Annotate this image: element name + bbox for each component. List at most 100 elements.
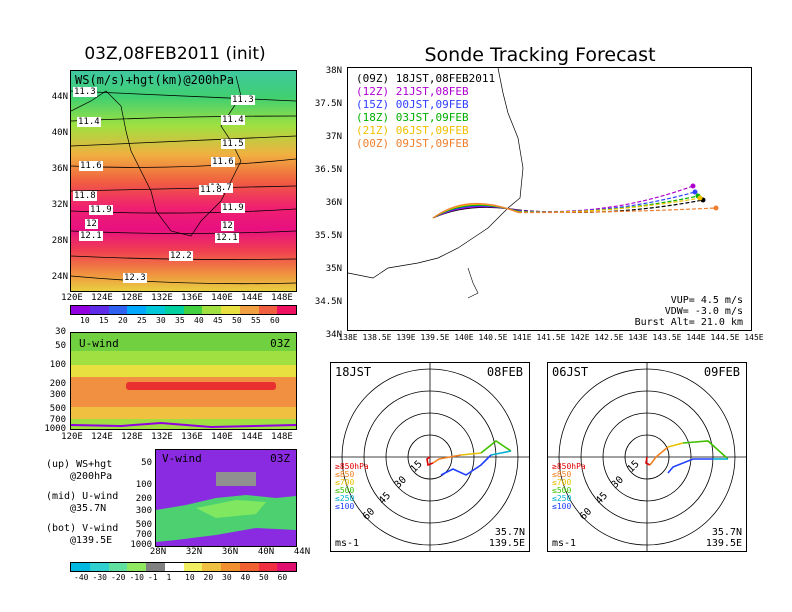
uwind-time: 03Z xyxy=(270,337,290,350)
colorbar-swatch xyxy=(108,563,128,571)
uwind-x-tick: 144E xyxy=(241,432,263,442)
sonde-track-descent xyxy=(517,197,701,213)
uwind-y-tick: 700 xyxy=(49,415,66,425)
burst-text: Burst Alt= 21.0 km xyxy=(634,317,743,328)
contour-label: 11.9 xyxy=(221,203,245,213)
contour-label: 11.6 xyxy=(79,161,103,171)
colorbar-tick: 50 xyxy=(259,573,269,582)
colorbar-swatch xyxy=(183,563,203,571)
tracking-lat-tick: 34.5N xyxy=(314,297,342,307)
colorbar-swatch xyxy=(146,306,165,314)
colorbar-swatch xyxy=(202,563,221,571)
hodograph-trace xyxy=(667,442,684,448)
tracking-lon-tick: 138E xyxy=(338,333,358,342)
lat-tick: 36N xyxy=(51,164,68,174)
lon-tick: 136E xyxy=(181,293,203,303)
colorbar-swatch xyxy=(146,563,165,571)
hodograph-level: ≥850hPa xyxy=(552,462,586,471)
tracking-svg xyxy=(348,68,719,299)
tracking-lon-tick: 142E xyxy=(570,333,590,342)
track-legend: (09Z) 18JST,08FEB2011 (12Z) 21JST,08FEB (1… xyxy=(356,72,495,150)
colorbar-tick: 35 xyxy=(175,316,185,325)
colorbar-tick: 45 xyxy=(213,316,223,325)
map-label: WS(m/s)+hgt(km)@200hPa xyxy=(75,73,234,87)
vwind-y-tick: 1000 xyxy=(130,540,152,550)
colorbar-swatch xyxy=(183,306,203,314)
colorbar-swatch xyxy=(239,306,259,314)
hodo-right-lat: 35.7N xyxy=(711,527,742,538)
hodo-left-lat: 35.7N xyxy=(494,527,525,538)
tracking-title: Sonde Tracking Forecast xyxy=(424,44,656,66)
lat-tick: 44N xyxy=(51,92,68,102)
landing-point xyxy=(713,205,719,211)
track-legend-item: (09Z) 18JST,08FEB2011 xyxy=(356,72,496,85)
colorbar-tick: 25 xyxy=(137,316,147,325)
hodograph-ring-label: 15 xyxy=(626,459,642,475)
tracking-lat-tick: 34N xyxy=(325,330,342,340)
hodo-right-date: 09FEB xyxy=(703,365,740,379)
note-bot-1: (bot) V-wind xyxy=(46,523,119,534)
vwind-x-tick: 44N xyxy=(293,547,311,557)
ws-colorbar xyxy=(70,305,297,315)
hodo-left-date: 08FEB xyxy=(486,365,523,379)
track-legend-item: (12Z) 21JST,08FEB xyxy=(356,85,469,98)
balloon-params: VUP= 4.5 m/s VDW= -3.0 m/s Burst Alt= 21… xyxy=(635,295,743,328)
hodo-right-legend: ≥850hPa ≤850 ≤700 ≤500 ≤250 ≤100 xyxy=(552,463,586,511)
hodograph-ring-label: 15 xyxy=(409,459,425,475)
colorbar-tick: 20 xyxy=(118,316,128,325)
hodograph-left: 15 30 45 60 18JST 08FEB ms-1 35.7N 139.5E ≥… xyxy=(330,362,530,552)
colorbar-swatch xyxy=(71,563,90,571)
colorbar-swatch xyxy=(221,563,240,571)
hodograph-level: ≤850 xyxy=(335,470,355,479)
colorbar-tick: 30 xyxy=(156,316,166,325)
hodograph-level: ≤250 xyxy=(335,494,355,503)
hodograph-level: ≤700 xyxy=(335,478,355,487)
colorbar-tick: 40 xyxy=(240,573,251,582)
track-legend-item: (00Z) 09JST,09FEB xyxy=(356,137,469,150)
tracking-lat-tick: 35.5N xyxy=(314,231,342,241)
colorbar-tick: 1 xyxy=(166,573,172,582)
colorbar-tick: 40 xyxy=(194,316,204,325)
colorbar-tick: 55 xyxy=(251,316,261,325)
uwind-label: U-wind xyxy=(79,337,119,350)
colorbar-swatch xyxy=(258,306,278,314)
uwind-x-tick: 132E xyxy=(151,432,173,442)
vwind-y-tick: 50 xyxy=(141,458,152,468)
colorbar-tick: 60 xyxy=(277,573,288,582)
colorbar-swatch xyxy=(164,563,184,571)
hodograph-trace xyxy=(440,454,492,476)
tracking-lat-tick: 37.5N xyxy=(314,99,342,109)
track-legend-item: (21Z) 06JST,09FEB xyxy=(356,124,469,137)
wind-colorbar xyxy=(70,562,297,572)
vwind-time: 03Z xyxy=(270,452,290,465)
hodo-right-time: 06JST xyxy=(552,365,589,379)
vwind-y-tick: 200 xyxy=(135,494,152,504)
contour-label: 11.4 xyxy=(77,117,101,127)
wind-speed-map: WS(m/s)+hgt(km)@200hPa 11.3 11.3 11.4 11.4 1… xyxy=(70,70,297,292)
colorbar-swatch xyxy=(89,563,109,571)
colorbar-tick: 10 xyxy=(185,573,195,582)
hodograph-trace xyxy=(490,450,512,456)
hodograph-level: ≤250 xyxy=(552,494,572,503)
colorbar-tick: -40 xyxy=(74,573,89,582)
tracking-lon-tick: 141E xyxy=(512,333,532,342)
hodograph-trace xyxy=(682,440,729,460)
tracking-lon-tick: 142.5E xyxy=(594,333,624,342)
hodograph-ring-label: 30 xyxy=(610,475,626,491)
hodo-right-unit: ms-1 xyxy=(552,538,577,549)
contour-label: 12 xyxy=(85,219,98,229)
hodo-right-lon: 139.5E xyxy=(705,538,742,549)
colorbar-swatch xyxy=(221,306,240,314)
lon-tick: 148E xyxy=(271,293,293,303)
contour-label: 11.4 xyxy=(221,115,245,125)
tracking-lon-tick: 139E xyxy=(396,333,416,342)
tracking-lat-tick: 38N xyxy=(325,66,342,76)
contour-label: 12 xyxy=(221,221,234,231)
colorbar-swatch xyxy=(71,306,90,314)
left-title: 03Z,08FEB2011 (init) xyxy=(84,44,266,64)
vwind-x-tick: 32N xyxy=(185,547,203,557)
lat-tick: 28N xyxy=(51,236,68,246)
contour-label: 12.3 xyxy=(123,273,147,283)
lon-tick: 124E xyxy=(91,293,113,303)
